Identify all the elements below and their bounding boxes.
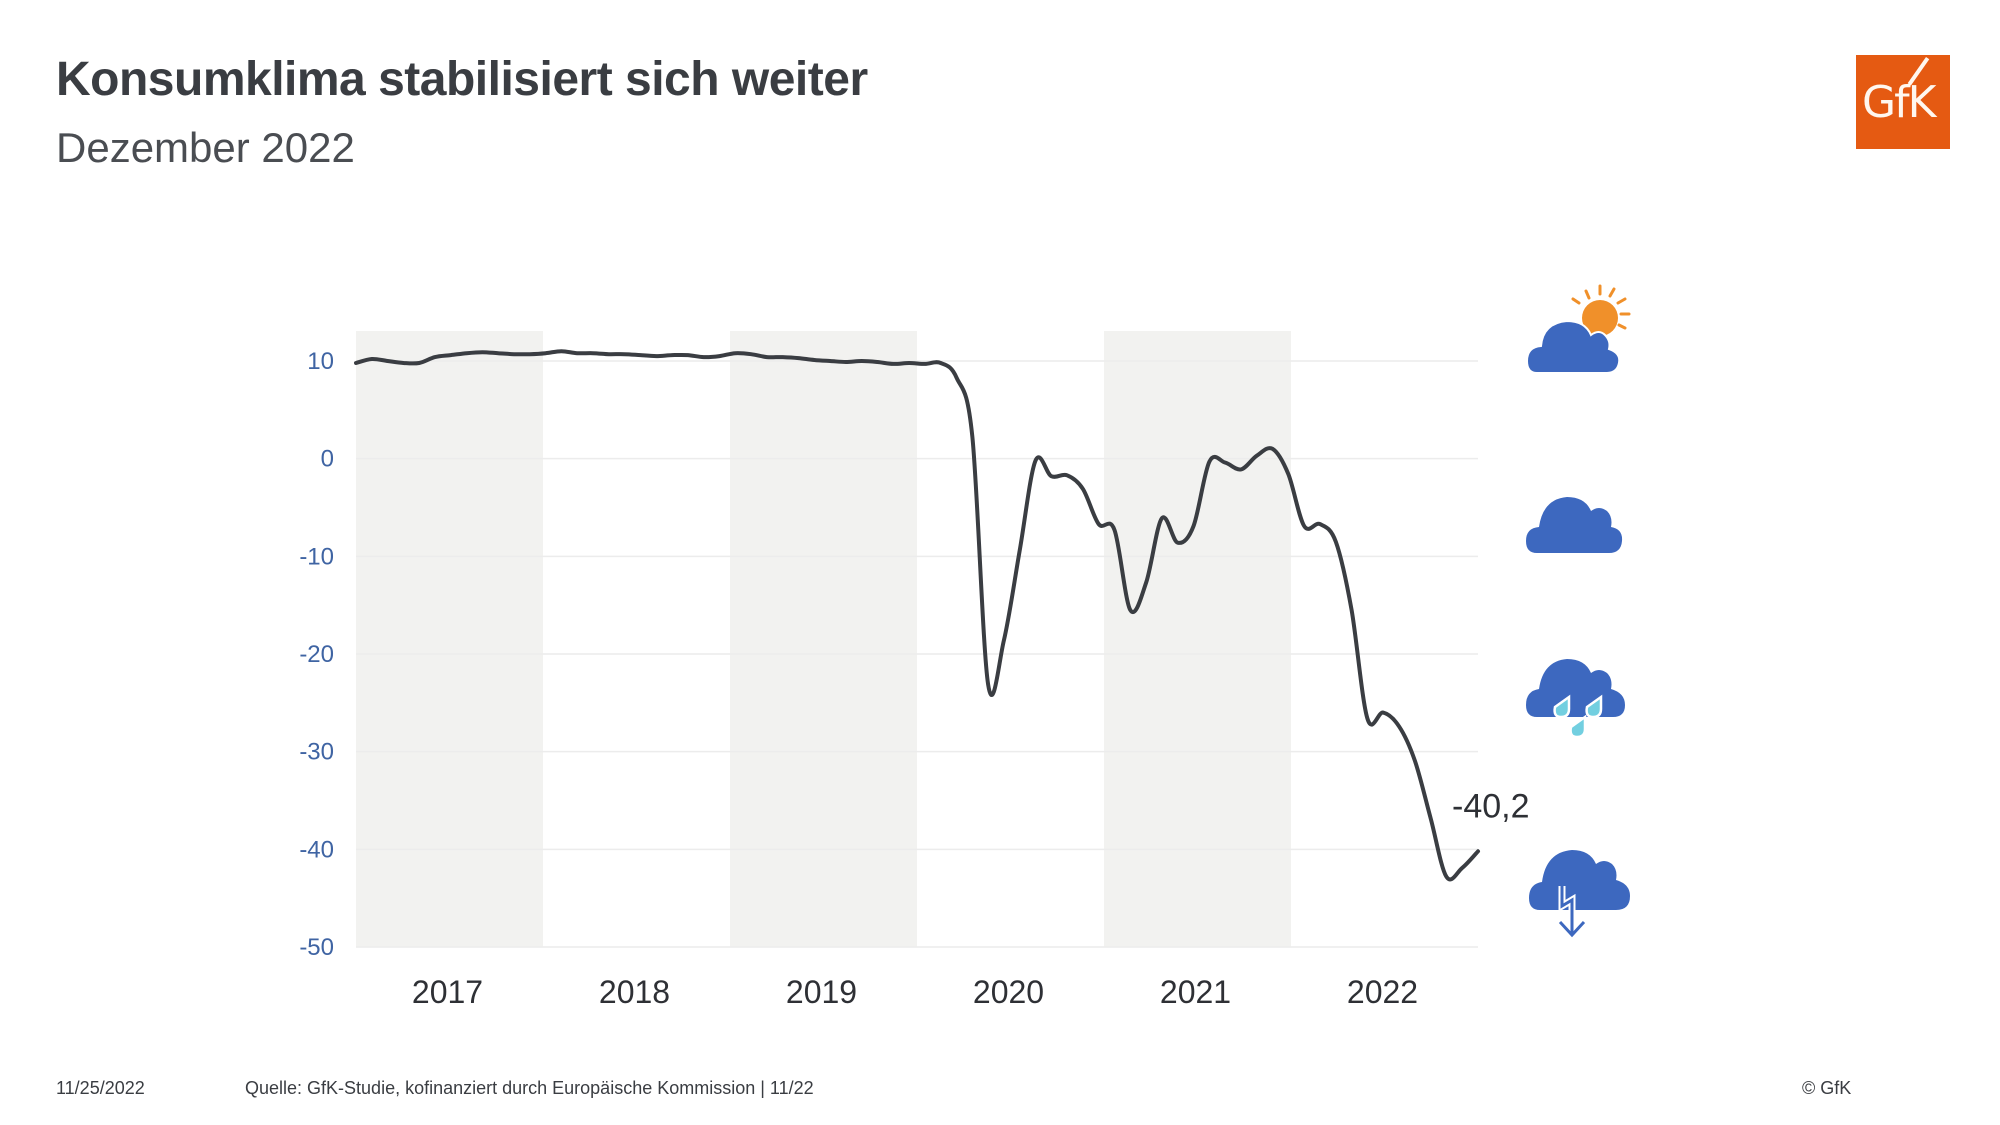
cloud-icon xyxy=(1526,497,1623,553)
y-tick-label: -50 xyxy=(299,934,334,961)
gridlines xyxy=(356,360,1478,948)
y-tick-label: -20 xyxy=(299,641,334,668)
x-tick-label: 2020 xyxy=(973,974,1044,1010)
x-tick-label: 2021 xyxy=(1160,974,1231,1010)
year-band-2021 xyxy=(1104,331,1291,947)
x-tick-label: 2017 xyxy=(412,974,483,1010)
y-axis-labels: 10 0 -10 -20 -30 -40 -50 xyxy=(299,348,334,961)
rain-cloud-icon xyxy=(1526,659,1625,739)
thunderstorm-cloud-icon xyxy=(1529,850,1630,938)
y-tick-label: 10 xyxy=(307,348,334,375)
x-tick-label: 2022 xyxy=(1347,974,1418,1010)
footer-date: 11/25/2022 xyxy=(56,1078,145,1098)
year-bands xyxy=(356,331,1291,947)
y-tick-label: -30 xyxy=(299,739,334,766)
gfk-logo: GfK xyxy=(1856,55,1950,149)
year-band-2019 xyxy=(730,331,917,947)
page-subtitle: Dezember 2022 xyxy=(56,124,355,171)
x-tick-label: 2019 xyxy=(786,974,857,1010)
logo-text: GfK xyxy=(1862,77,1936,128)
year-band-2017 xyxy=(356,331,543,947)
x-tick-label: 2018 xyxy=(599,974,670,1010)
page-title: Konsumklima stabilisiert sich weiter xyxy=(56,53,868,106)
y-tick-label: -10 xyxy=(299,543,334,570)
series-line-konsumklima xyxy=(354,349,1480,882)
footer-source: Quelle: GfK-Studie, kofinanziert durch E… xyxy=(245,1078,814,1098)
sun-cloud-icon xyxy=(1525,284,1631,374)
y-tick-label: -40 xyxy=(299,836,334,863)
footer-copyright: © GfK xyxy=(1802,1078,1852,1098)
x-axis-labels: 2017 2018 2019 2020 2021 2022 xyxy=(412,974,1418,1010)
last-value-annotation: -40,2 xyxy=(1452,787,1530,825)
y-tick-label: 0 xyxy=(321,446,334,473)
